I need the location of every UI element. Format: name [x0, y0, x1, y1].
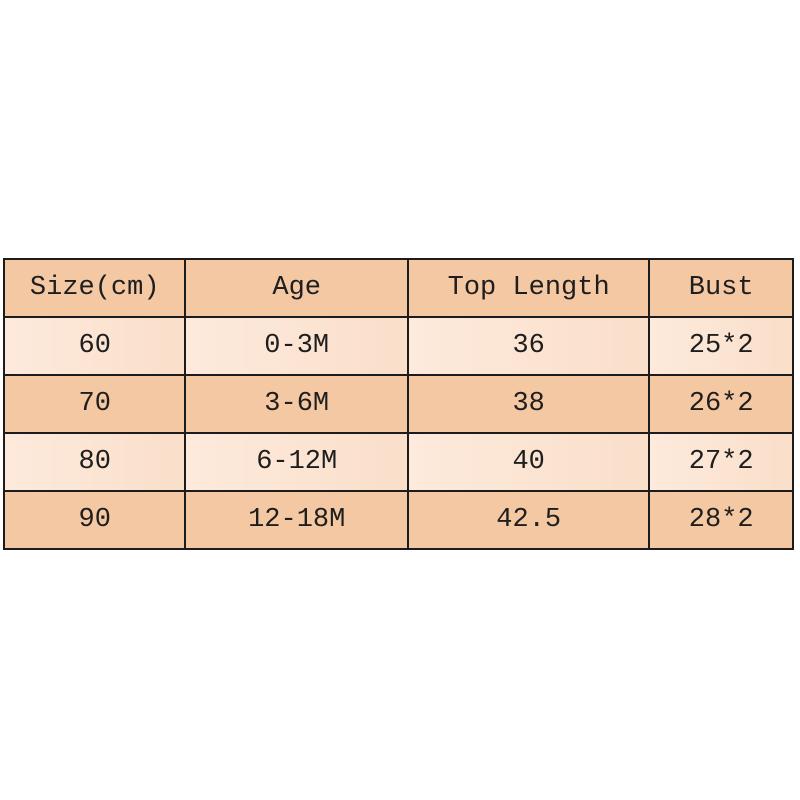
cell-age: 3-6M — [184, 374, 409, 434]
cell-top-length: 42.5 — [406, 490, 651, 550]
cell-bust: 27*2 — [648, 432, 794, 492]
table-row-size-80: 80 6-12M 40 27*2 — [2, 432, 794, 492]
cell-age: 6-12M — [184, 432, 409, 492]
table-row-size-70: 70 3-6M 38 26*2 — [2, 374, 794, 434]
cell-bust: 28*2 — [648, 490, 794, 550]
cell-top-length: 36 — [406, 316, 651, 376]
header-top-length: Top Length — [406, 258, 651, 318]
cell-age: 12-18M — [184, 490, 409, 550]
table-row-size-90: 90 12-18M 42.5 28*2 — [2, 490, 794, 550]
header-age: Age — [184, 258, 409, 318]
cell-age: 0-3M — [184, 316, 409, 376]
cell-top-length: 38 — [406, 374, 651, 434]
cell-top-length: 40 — [406, 432, 651, 492]
cell-size: 70 — [2, 374, 187, 434]
header-size-cm: Size(cm) — [2, 258, 187, 318]
table-row-size-60: 60 0-3M 36 25*2 — [2, 316, 794, 376]
size-chart-table: Size(cm) Age Top Length Bust 60 0-3M 36 … — [2, 258, 794, 550]
cell-size: 60 — [2, 316, 187, 376]
table-header-row: Size(cm) Age Top Length Bust — [2, 258, 794, 318]
cell-size: 80 — [2, 432, 187, 492]
header-bust: Bust — [648, 258, 794, 318]
cell-size: 90 — [2, 490, 187, 550]
cell-bust: 25*2 — [648, 316, 794, 376]
cell-bust: 26*2 — [648, 374, 794, 434]
